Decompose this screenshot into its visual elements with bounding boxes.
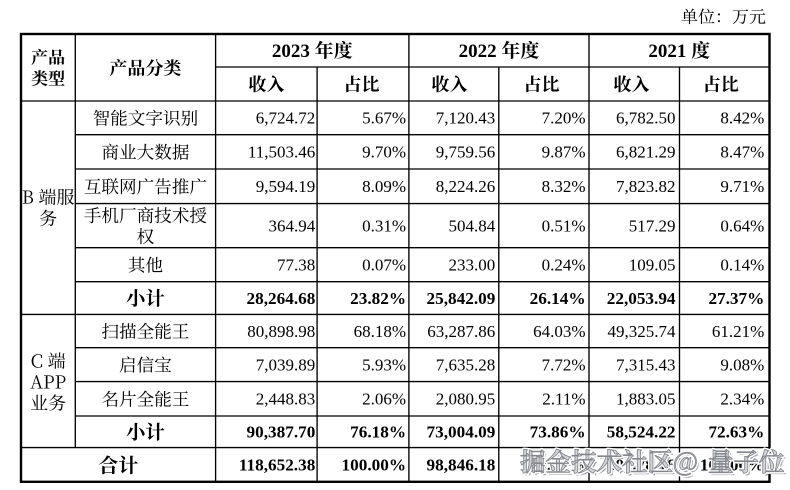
svg-text:364.94: 364.94 xyxy=(269,216,316,235)
svg-text:9.70%: 9.70% xyxy=(362,143,406,162)
svg-text:9,759.56: 9,759.56 xyxy=(436,143,496,162)
svg-text:8.32%: 8.32% xyxy=(542,177,586,196)
svg-text:26.14%: 26.14% xyxy=(530,289,586,308)
svg-text:1,883.05: 1,883.05 xyxy=(616,390,676,409)
svg-text:7.72%: 7.72% xyxy=(542,355,586,374)
svg-text:73,004.09: 73,004.09 xyxy=(427,423,496,442)
svg-text:11,503.46: 11,503.46 xyxy=(248,143,315,162)
svg-text:22,053.94: 22,053.94 xyxy=(607,289,676,308)
svg-text:0.07%: 0.07% xyxy=(362,256,406,275)
svg-text:77.38: 77.38 xyxy=(277,256,315,275)
svg-text:0.31%: 0.31% xyxy=(362,216,406,235)
svg-text:68.18%: 68.18% xyxy=(354,322,406,341)
svg-text:8,224.26: 8,224.26 xyxy=(436,177,496,196)
svg-text:27.37%: 27.37% xyxy=(708,289,764,308)
svg-text:23.82%: 23.82% xyxy=(350,289,406,308)
svg-text:2023: 2023 xyxy=(272,41,310,62)
svg-text:63,287.86: 63,287.86 xyxy=(427,322,495,341)
svg-text:25,842.09: 25,842.09 xyxy=(427,289,496,308)
svg-text:100.00%: 100.00% xyxy=(342,456,406,475)
svg-text:64.03%: 64.03% xyxy=(533,322,585,341)
svg-text:7,315.43: 7,315.43 xyxy=(616,355,676,374)
svg-text:0.14%: 0.14% xyxy=(720,256,764,275)
svg-text:8.42%: 8.42% xyxy=(720,109,764,128)
svg-text:9.71%: 9.71% xyxy=(720,177,764,196)
svg-text:80,898.98: 80,898.98 xyxy=(247,322,315,341)
svg-text:0.64%: 0.64% xyxy=(720,216,764,235)
svg-text:7.20%: 7.20% xyxy=(542,109,586,128)
svg-text:2,080.95: 2,080.95 xyxy=(436,390,496,409)
svg-text:2022: 2022 xyxy=(459,41,497,62)
svg-text:58,524.22: 58,524.22 xyxy=(607,423,676,442)
svg-text:72.63%: 72.63% xyxy=(708,423,764,442)
svg-text:2.06%: 2.06% xyxy=(362,390,406,409)
svg-text:0.24%: 0.24% xyxy=(542,256,586,275)
svg-text:118,652.38: 118,652.38 xyxy=(239,456,316,475)
svg-text:98,846.18: 98,846.18 xyxy=(427,456,496,475)
svg-text:2021: 2021 xyxy=(648,41,686,62)
svg-text:9.87%: 9.87% xyxy=(542,143,586,162)
svg-text:7,120.43: 7,120.43 xyxy=(436,109,496,128)
svg-text:109.05: 109.05 xyxy=(629,256,676,275)
svg-text:90,387.70: 90,387.70 xyxy=(247,423,316,442)
svg-text:73.86%: 73.86% xyxy=(530,423,586,442)
svg-text:2.34%: 2.34% xyxy=(720,390,764,409)
svg-text:9,594.19: 9,594.19 xyxy=(256,177,316,196)
svg-text:8.09%: 8.09% xyxy=(362,177,406,196)
svg-text:233.00: 233.00 xyxy=(449,256,496,275)
svg-text:28,264.68: 28,264.68 xyxy=(247,289,316,308)
svg-text:0.51%: 0.51% xyxy=(542,216,586,235)
svg-text:504.84: 504.84 xyxy=(449,216,496,235)
svg-text:5.93%: 5.93% xyxy=(362,355,406,374)
svg-text:6,782.50: 6,782.50 xyxy=(616,109,676,128)
svg-text:6,821.29: 6,821.29 xyxy=(616,143,676,162)
svg-text:517.29: 517.29 xyxy=(629,216,676,235)
svg-text:49,325.74: 49,325.74 xyxy=(608,322,677,341)
svg-text:2.11%: 2.11% xyxy=(542,390,585,409)
svg-text:7,823.82: 7,823.82 xyxy=(616,177,676,196)
svg-text:8.47%: 8.47% xyxy=(720,143,764,162)
svg-text:61.21%: 61.21% xyxy=(712,322,764,341)
svg-text:6,724.72: 6,724.72 xyxy=(256,109,316,128)
svg-text:7,039.89: 7,039.89 xyxy=(256,355,316,374)
svg-text:7,635.28: 7,635.28 xyxy=(436,355,496,374)
svg-text:9.08%: 9.08% xyxy=(720,355,764,374)
svg-text:76.18%: 76.18% xyxy=(350,423,406,442)
svg-text:2,448.83: 2,448.83 xyxy=(256,390,316,409)
svg-text:5.67%: 5.67% xyxy=(362,109,406,128)
